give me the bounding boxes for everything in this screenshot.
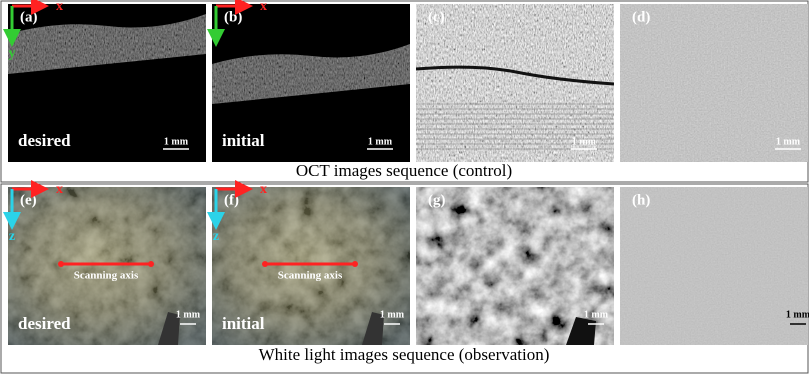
panel-label: (f) <box>224 192 239 208</box>
axis-label: x <box>260 182 267 197</box>
panel: (g) 1 mm <box>416 187 614 345</box>
panel: (d) 1 mm <box>620 4 809 162</box>
axis-label: x <box>56 182 63 197</box>
scale-label: 1 mm <box>176 309 201 320</box>
annotation: Scanning axis <box>278 270 343 282</box>
scan-end <box>262 261 268 267</box>
scale-label: 1 mm <box>584 309 609 320</box>
scale-label: 1 mm <box>368 136 393 147</box>
image <box>416 187 614 345</box>
scale-label: 1 mm <box>164 136 189 147</box>
row-caption: White light images sequence (observation… <box>259 345 550 364</box>
scan-end <box>58 261 64 267</box>
scale-label: 1 mm <box>786 309 809 320</box>
panel: (a) desired 1 mm x y <box>8 0 206 162</box>
panel-label: (e) <box>20 192 37 208</box>
panel-tag: desired <box>18 314 71 333</box>
panel-tag: desired <box>18 131 71 150</box>
scale-label: 1 mm <box>776 136 801 147</box>
image <box>620 187 809 345</box>
panel: (f) initial 1 mm x z Scanning axis <box>212 182 410 345</box>
scale-label: 1 mm <box>572 136 597 147</box>
axis-label: z <box>213 229 219 244</box>
panel: (b) initial 1 mm x <box>212 0 410 162</box>
scale-label: 1 mm <box>380 309 405 320</box>
panel: (e) desired 1 mm x z Scanning axis <box>8 182 206 345</box>
panel-label: (a) <box>20 9 38 25</box>
panel-label: (c) <box>428 9 445 25</box>
figure: OCT images sequence (control) (a) desired 1… <box>0 0 809 375</box>
panel-label: (b) <box>224 9 242 25</box>
axis-label: x <box>260 0 267 14</box>
image-layer <box>620 187 809 345</box>
axis-label: z <box>9 229 15 244</box>
scan-end <box>352 261 358 267</box>
axis-label: x <box>56 0 63 14</box>
panel-label: (d) <box>632 9 650 25</box>
row-caption: OCT images sequence (control) <box>296 161 512 180</box>
panel-tag: initial <box>222 314 265 333</box>
panel-tag: initial <box>222 131 265 150</box>
scan-end <box>148 261 154 267</box>
panel: (h) 1 mm <box>620 187 809 345</box>
panel-label: (h) <box>632 192 650 208</box>
panel-label: (g) <box>428 192 446 208</box>
panel: (c) 1 mm <box>416 4 614 162</box>
annotation: Scanning axis <box>74 270 139 282</box>
axis-label: y <box>9 46 16 61</box>
